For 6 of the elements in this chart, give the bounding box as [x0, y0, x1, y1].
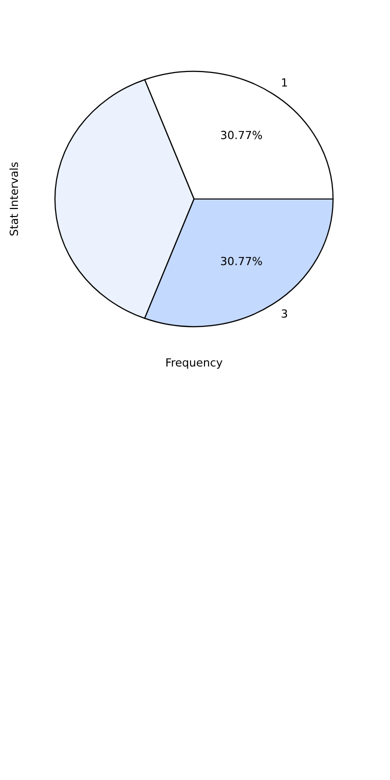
- text: Frequency: [166, 358, 222, 369]
- slice-label: 1: [282, 78, 287, 87]
- text: Stat Intervals: [9, 162, 18, 236]
- slice-label: 3: [282, 309, 288, 318]
- data-label: 30.77%: [221, 256, 262, 266]
- data-label: 30.77%: [221, 130, 262, 140]
